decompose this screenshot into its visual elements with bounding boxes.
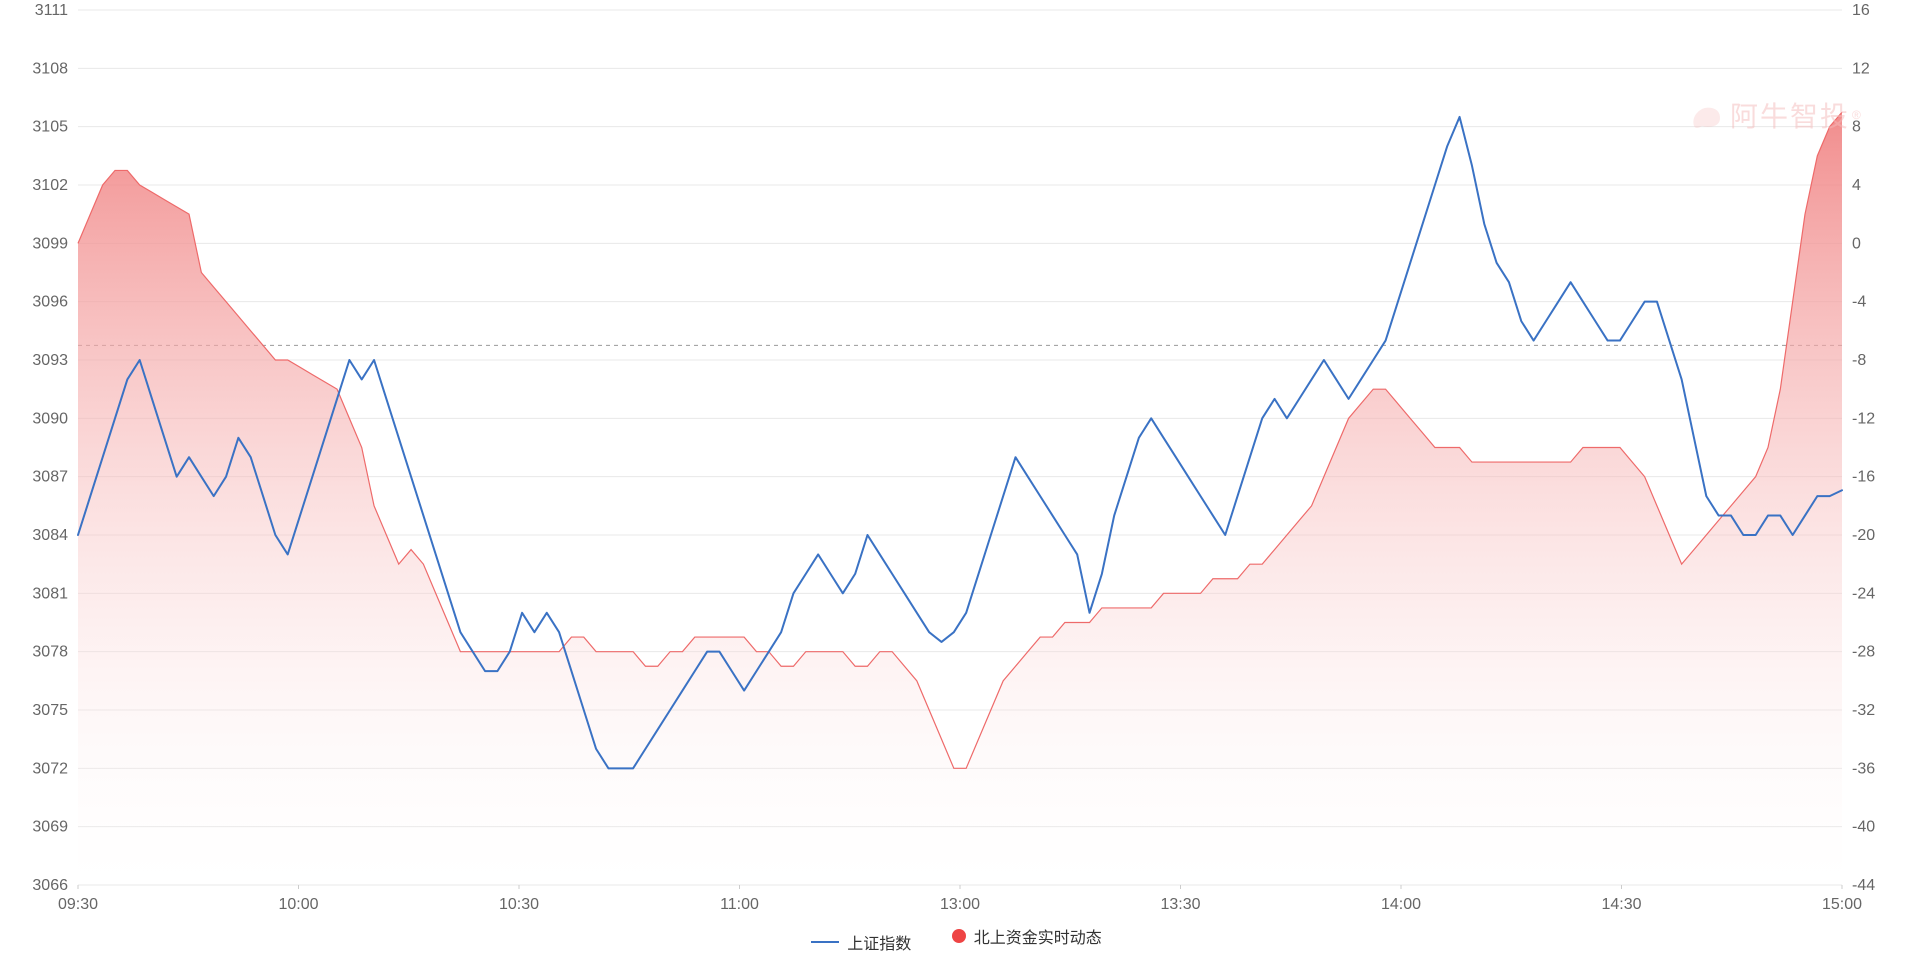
legend-label-index: 上证指数 xyxy=(847,930,911,954)
chart-svg: 3066 3069 3072 3075 3078 3081 3084 3087 3090 3093… xyxy=(0,0,1913,958)
svg-text:-16: -16 xyxy=(1852,469,1875,486)
svg-text:4: 4 xyxy=(1852,177,1861,194)
watermark-text: 阿牛智投 xyxy=(1730,95,1850,135)
area-series xyxy=(78,112,1842,885)
svg-text:10:30: 10:30 xyxy=(499,896,539,913)
legend-label-flow: 北上资金实时动态 xyxy=(974,924,1102,948)
svg-text:3084: 3084 xyxy=(32,527,68,544)
svg-text:09:30: 09:30 xyxy=(58,896,98,913)
svg-text:-12: -12 xyxy=(1852,410,1875,427)
svg-text:3093: 3093 xyxy=(32,352,68,369)
svg-text:3090: 3090 xyxy=(32,410,68,427)
svg-text:3111: 3111 xyxy=(35,2,68,19)
svg-text:3078: 3078 xyxy=(32,644,68,661)
svg-text:-28: -28 xyxy=(1852,644,1875,661)
svg-text:-8: -8 xyxy=(1852,352,1866,369)
svg-text:3087: 3087 xyxy=(32,469,68,486)
svg-text:10:00: 10:00 xyxy=(278,896,318,913)
svg-text:-36: -36 xyxy=(1852,760,1875,777)
svg-text:3102: 3102 xyxy=(32,177,68,194)
svg-text:14:00: 14:00 xyxy=(1381,896,1421,913)
svg-text:12: 12 xyxy=(1852,60,1870,77)
legend-item-flow[interactable]: 北上资金实时动态 xyxy=(952,924,1102,948)
svg-text:14:30: 14:30 xyxy=(1601,896,1641,913)
svg-text:3096: 3096 xyxy=(32,294,68,311)
svg-text:-20: -20 xyxy=(1852,527,1875,544)
svg-text:-24: -24 xyxy=(1852,585,1875,602)
legend: 上证指数 北上资金实时动态 xyxy=(0,924,1913,954)
watermark: 阿牛智投 ® xyxy=(1690,95,1863,135)
svg-text:13:30: 13:30 xyxy=(1160,896,1200,913)
svg-text:-32: -32 xyxy=(1852,702,1875,719)
svg-text:3072: 3072 xyxy=(32,760,68,777)
svg-text:15:00: 15:00 xyxy=(1822,896,1862,913)
svg-text:-4: -4 xyxy=(1852,294,1866,311)
svg-text:0: 0 xyxy=(1852,235,1861,252)
svg-text:13:00: 13:00 xyxy=(940,896,980,913)
svg-text:3099: 3099 xyxy=(32,235,68,252)
chart-container: 3066 3069 3072 3075 3078 3081 3084 3087 3090 3093… xyxy=(0,0,1913,958)
legend-line-swatch xyxy=(811,941,839,943)
svg-text:16: 16 xyxy=(1852,2,1870,19)
svg-text:3081: 3081 xyxy=(32,585,68,602)
svg-text:3069: 3069 xyxy=(32,819,68,836)
svg-text:3066: 3066 xyxy=(32,877,68,894)
legend-item-index[interactable]: 上证指数 xyxy=(811,930,911,954)
svg-text:11:00: 11:00 xyxy=(720,896,759,913)
svg-text:3075: 3075 xyxy=(32,702,68,719)
svg-text:-40: -40 xyxy=(1852,819,1875,836)
svg-text:3108: 3108 xyxy=(32,60,68,77)
svg-text:-44: -44 xyxy=(1852,877,1875,894)
legend-dot-swatch xyxy=(952,929,966,943)
svg-text:3105: 3105 xyxy=(32,119,68,136)
